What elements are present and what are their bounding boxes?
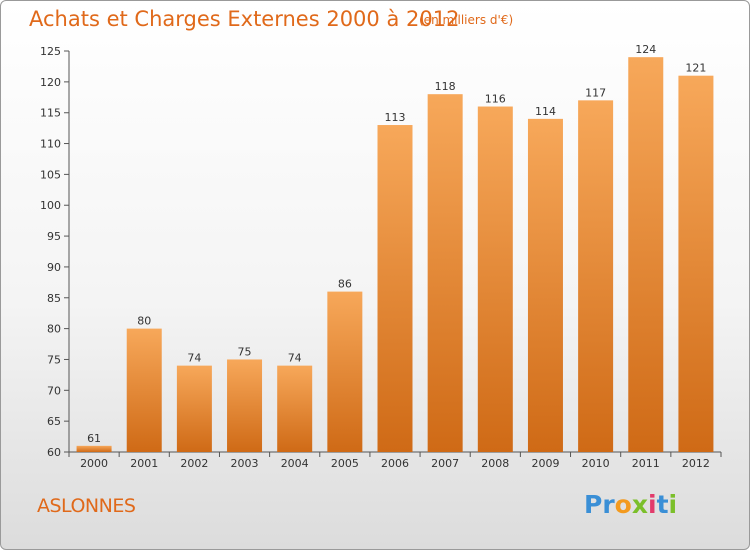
y-tick-label: 75 <box>47 353 61 366</box>
data-label: 74 <box>288 352 302 365</box>
bar <box>126 328 162 452</box>
y-tick-label: 60 <box>47 446 61 459</box>
data-label: 86 <box>338 278 352 291</box>
x-tick-label: 2001 <box>130 457 158 470</box>
logo-letter: x <box>631 490 648 519</box>
x-tick-label: 2010 <box>582 457 610 470</box>
y-tick-label: 65 <box>47 415 61 428</box>
x-tick-label: 2008 <box>481 457 509 470</box>
bar <box>76 445 112 452</box>
y-tick-label: 90 <box>47 261 61 274</box>
logo-letter: t <box>656 490 669 519</box>
x-tick-label: 2003 <box>231 457 259 470</box>
data-label: 113 <box>385 111 406 124</box>
y-tick-label: 85 <box>47 292 61 305</box>
x-tick-label: 2012 <box>682 457 710 470</box>
bar <box>277 365 313 452</box>
bar <box>678 75 714 452</box>
x-tick-label: 2009 <box>531 457 559 470</box>
x-tick-label: 2006 <box>381 457 409 470</box>
bar <box>578 100 614 452</box>
data-label: 121 <box>685 62 706 75</box>
proxiti-logo: Proxiti <box>584 490 677 519</box>
bar <box>176 365 212 452</box>
bar <box>628 57 664 453</box>
chart-title: Achats et Charges Externes 2000 à 2012 <box>29 7 460 31</box>
logo-letter: r <box>602 490 615 519</box>
x-tick-label: 2000 <box>80 457 108 470</box>
x-tick-label: 2011 <box>632 457 660 470</box>
commune-name: ASLONNES <box>37 495 136 517</box>
data-labels: 61 80 74 75 74 86 113 118 116 114 117 124 121 <box>87 43 706 445</box>
y-tick-label: 100 <box>40 199 61 212</box>
bar-series <box>76 57 714 453</box>
y-tick-label: 125 <box>40 45 61 58</box>
y-tick-label: 120 <box>40 76 61 89</box>
bar <box>227 359 263 452</box>
logo-letter: i <box>648 490 657 519</box>
data-label: 118 <box>435 80 456 93</box>
data-label: 116 <box>485 93 506 106</box>
y-tick-label: 95 <box>47 230 61 243</box>
y-tick-label: 70 <box>47 384 61 397</box>
bar <box>327 291 363 452</box>
data-label: 80 <box>137 315 151 328</box>
x-tick-label: 2005 <box>331 457 359 470</box>
y-tick-label: 115 <box>40 107 61 120</box>
bar <box>427 94 463 452</box>
y-tick-label: 80 <box>47 323 61 336</box>
chart-axes: 60 65 70 75 80 85 90 95 100 105 110 115 120 125 2000 20… <box>40 45 722 470</box>
bar <box>477 106 513 453</box>
data-label: 74 <box>187 352 201 365</box>
y-tick-label: 110 <box>40 138 61 151</box>
bar <box>377 125 413 453</box>
data-label: 114 <box>535 105 556 118</box>
x-tick-label: 2004 <box>281 457 309 470</box>
data-label: 61 <box>87 432 101 445</box>
logo-letter: o <box>614 490 632 519</box>
x-tick-label: 2002 <box>180 457 208 470</box>
chart-subtitle: (en milliers d'€) <box>419 13 514 27</box>
x-tick-label: 2007 <box>431 457 459 470</box>
y-tick-label: 105 <box>40 168 61 181</box>
data-label: 124 <box>635 43 656 56</box>
data-label: 117 <box>585 86 606 99</box>
logo-letter: i <box>668 490 678 519</box>
bar <box>527 118 563 452</box>
logo-letter: P <box>584 490 603 519</box>
data-label: 75 <box>238 345 252 358</box>
